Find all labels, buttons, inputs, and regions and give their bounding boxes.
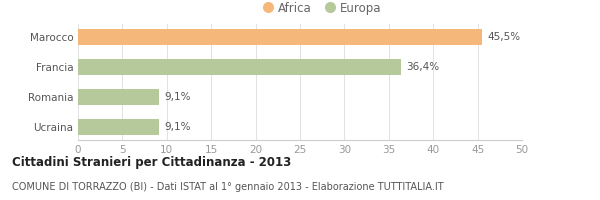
Text: Cittadini Stranieri per Cittadinanza - 2013: Cittadini Stranieri per Cittadinanza - 2…	[12, 156, 291, 169]
Bar	[78, 59, 401, 75]
Bar	[78, 119, 159, 135]
Text: COMUNE DI TORRAZZO (BI) - Dati ISTAT al 1° gennaio 2013 - Elaborazione TUTTITALI: COMUNE DI TORRAZZO (BI) - Dati ISTAT al …	[12, 182, 443, 192]
Text: 45,5%: 45,5%	[487, 32, 520, 42]
Legend: Africa, Europa: Africa, Europa	[259, 0, 386, 20]
Text: 36,4%: 36,4%	[407, 62, 440, 72]
Text: 9,1%: 9,1%	[164, 122, 191, 132]
Text: 9,1%: 9,1%	[164, 92, 191, 102]
Bar	[78, 29, 482, 45]
Bar	[78, 89, 159, 105]
